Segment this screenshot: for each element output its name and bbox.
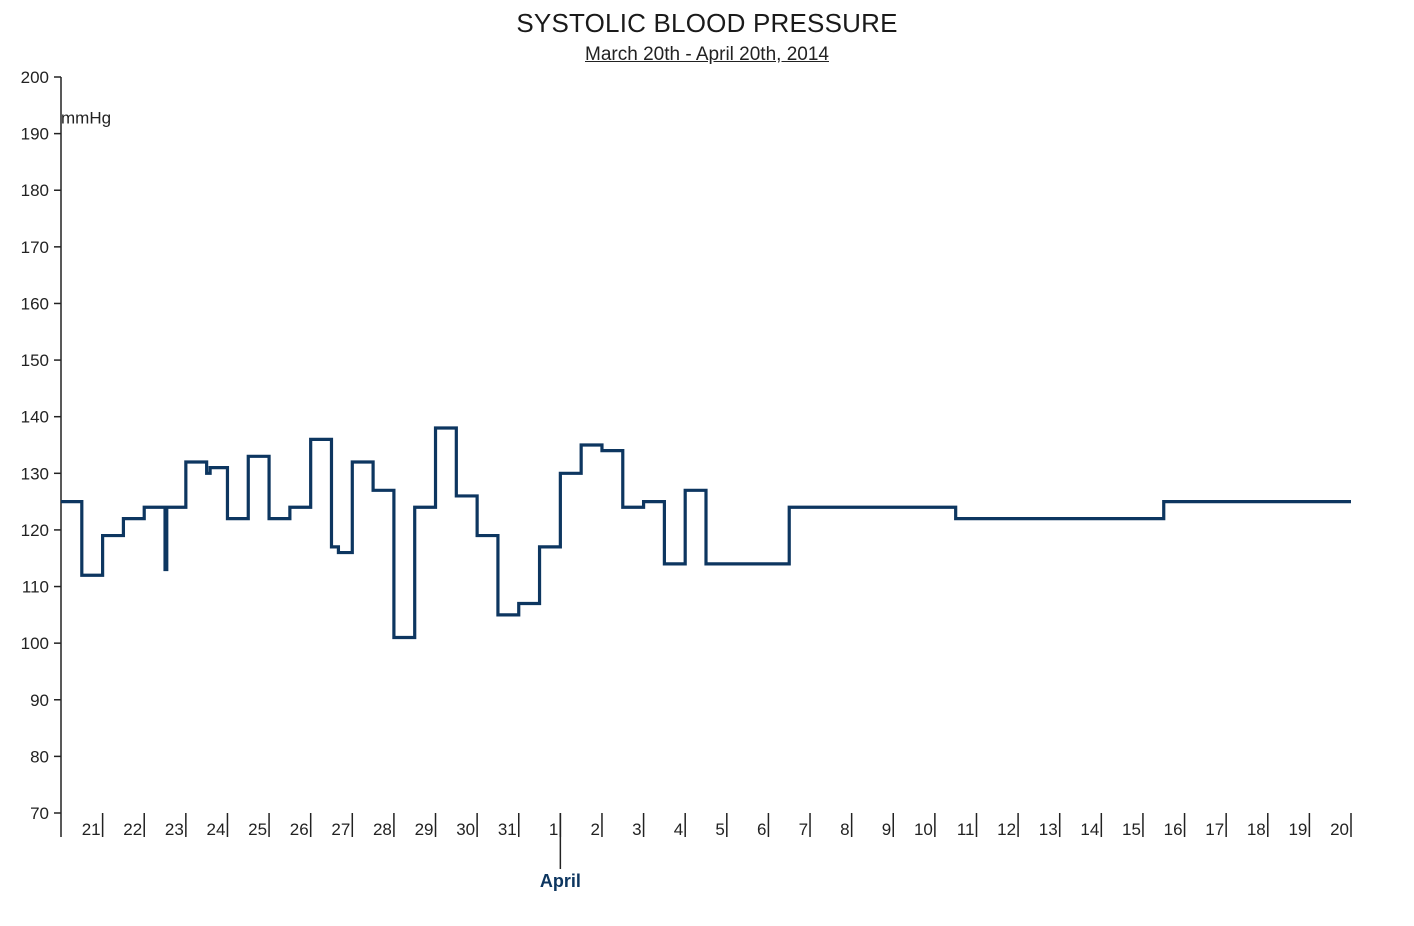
y-tick-label: 140 [21, 408, 49, 427]
x-tick-label: 13 [1039, 820, 1058, 839]
x-tick-label: 19 [1288, 820, 1307, 839]
x-tick-label: 3 [632, 820, 641, 839]
x-tick-label: 29 [415, 820, 434, 839]
x-tick-label: 26 [290, 820, 309, 839]
y-tick-label: 110 [22, 578, 49, 597]
chart-title: SYSTOLIC BLOOD PRESSURE [516, 8, 898, 38]
y-tick-label: 170 [21, 238, 49, 257]
x-tick-label: 6 [757, 820, 766, 839]
x-tick-label: 23 [165, 820, 184, 839]
chart-subtitle: March 20th - April 20th, 2014 [0, 44, 1414, 66]
x-tick-label: 10 [914, 820, 933, 839]
x-tick-label: 28 [373, 820, 392, 839]
series-line [61, 426, 1351, 640]
x-tick-label: 31 [498, 820, 517, 839]
y-axis: 70 80 90 100 110 120 130 140 150 160 170 180 190 200 m… [21, 68, 111, 837]
y-tick-label: 190 [21, 125, 49, 144]
x-tick-label: 30 [456, 820, 475, 839]
y-tick-label: 150 [21, 351, 49, 370]
x-tick-label: 7 [799, 820, 808, 839]
x-tick-label: 16 [1164, 820, 1183, 839]
y-tick-label: 70 [30, 804, 49, 823]
x-tick-label: 25 [248, 820, 267, 839]
x-tick-label: 17 [1205, 820, 1224, 839]
x-tick-label: 8 [840, 820, 849, 839]
x-tick-label: 11 [957, 820, 975, 839]
x-tick-label: 9 [882, 820, 891, 839]
x-tick-label: 18 [1247, 820, 1266, 839]
x-tick-label: 27 [331, 820, 350, 839]
x-tick-label: 22 [123, 820, 142, 839]
x-axis: 21 22 23 24 25 26 27 28 29 30 31 1 2 3 4 5 6 7 8 9 10 11 12 13 1… [82, 813, 1352, 891]
series-layer [61, 426, 1351, 640]
x-tick-label: 5 [715, 820, 724, 839]
x-tick-label: 21 [82, 820, 101, 839]
chart-subtitle-text: March 20th - April 20th, 2014 [585, 44, 829, 65]
x-tick-label: 15 [1122, 820, 1141, 839]
y-tick-label: 90 [30, 691, 49, 710]
x-tick-label: 12 [997, 820, 1016, 839]
y-tick-label: 120 [21, 521, 49, 540]
y-axis-unit-label: mmHg [61, 109, 111, 128]
x-tick-label: 4 [674, 820, 683, 839]
x-tick-label: 14 [1080, 820, 1099, 839]
x-tick-label: 1 [549, 820, 558, 839]
y-tick-label: 100 [21, 634, 49, 653]
y-tick-label: 200 [21, 68, 49, 87]
y-tick-label: 80 [30, 747, 49, 766]
month-marker-label: April [540, 871, 581, 891]
x-tick-label: 24 [207, 820, 226, 839]
y-tick-label: 160 [21, 294, 49, 313]
y-tick-label: 130 [21, 464, 49, 483]
x-tick-label: 2 [590, 820, 599, 839]
x-tick-label: 20 [1330, 820, 1349, 839]
y-tick-label: 180 [21, 181, 49, 200]
